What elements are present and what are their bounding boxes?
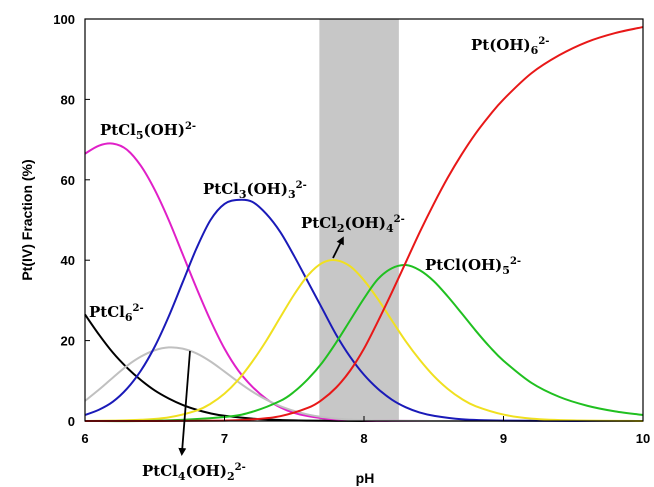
- y-tick-label-4: 80: [61, 92, 75, 107]
- series-line-3: [84, 198, 644, 423]
- x-tick-label-2: 8: [360, 431, 367, 446]
- species-label-4: PtCl2(OH)42-: [301, 214, 405, 235]
- x-tick-label-0: 6: [81, 431, 88, 446]
- y-tick-label-5: 100: [53, 12, 75, 27]
- y-tick-label-3: 60: [61, 173, 75, 188]
- x-tick-label-4: 10: [636, 431, 650, 446]
- arrow-ptcl2oh4: [332, 236, 344, 259]
- series-line-5: [84, 263, 644, 423]
- species-label-3: PtCl3(OH)32-: [203, 180, 307, 201]
- y-tick-label-0: 0: [68, 414, 75, 429]
- arrow-ptcl4oh2: [178, 350, 191, 456]
- species-label-1: PtCl5(OH)2-: [100, 121, 196, 142]
- y-tick-label-1: 20: [61, 334, 75, 349]
- species-label-0: PtCl62-: [89, 303, 144, 324]
- x-axis-label: pH: [356, 470, 375, 486]
- species-label-6: Pt(OH)62-: [471, 36, 549, 57]
- y-axis-label: Pt(IV) Fraction (%): [19, 159, 35, 280]
- species-label-5: PtCl(OH)52-: [425, 256, 521, 277]
- x-tick-label-1: 7: [221, 431, 228, 446]
- series-line-4: [84, 259, 644, 422]
- series-line-6: [84, 26, 644, 423]
- x-tick-label-3: 9: [500, 431, 507, 446]
- y-tick-label-2: 40: [61, 253, 75, 268]
- shaded-ph-region: [319, 19, 399, 421]
- species-label-2: PtCl4(OH)22-: [142, 462, 246, 483]
